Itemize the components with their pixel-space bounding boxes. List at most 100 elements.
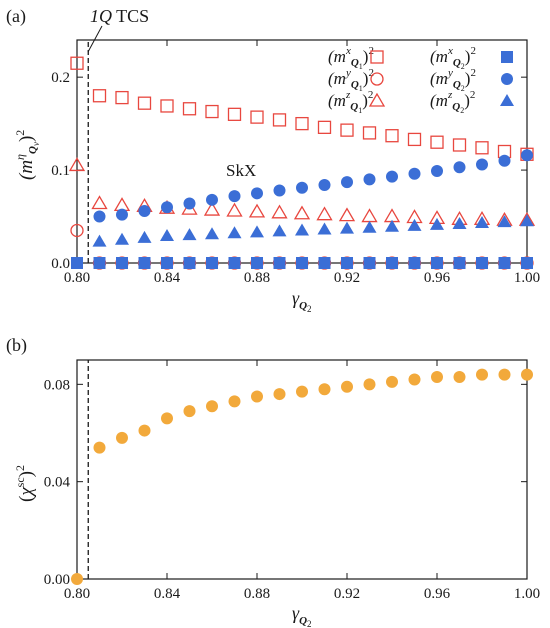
panel-b-point-s0 <box>116 431 128 444</box>
panel-a-point-s4 <box>228 190 241 203</box>
panel-a-point-s4 <box>183 197 196 210</box>
panel-b-xtick-label: 0.84 <box>154 586 181 602</box>
panel-b-ylabel: (χsc)2 <box>13 465 37 502</box>
panel-a-ytick-label: 0.2 <box>51 70 70 86</box>
panel-a: (a) 1Q TCS SkX (mηQν)2 γQ2 (mxQ1)2(myQ1)… <box>6 6 540 314</box>
panel-a-point-s5 <box>295 223 309 236</box>
panel-a-point-s0 <box>92 89 107 103</box>
panel-a-point-s0 <box>182 102 197 116</box>
panel-a-point-s2 <box>113 197 131 212</box>
panel-a-point-s5 <box>92 234 107 247</box>
legend-marker <box>500 94 514 106</box>
annotation-1q-tcs-pointer <box>87 25 103 53</box>
panel-a-point-s5 <box>430 217 444 230</box>
panel-a-point-s4 <box>116 208 128 221</box>
panel-a-point-s0 <box>137 96 152 110</box>
panel-a-point-s4 <box>363 173 376 186</box>
panel-a-point-s3 <box>341 257 353 269</box>
panel-a-point-s5 <box>497 215 512 228</box>
panel-a-point-s3 <box>273 257 286 269</box>
panel-a-ylabel: (mηQν)2 <box>13 130 41 180</box>
panel-b-ylabel-text: (χsc)2 <box>13 465 37 502</box>
panel-a-point-s4 <box>341 176 353 189</box>
panel-a-point-s2 <box>271 204 288 219</box>
panel-a-point-s2 <box>203 201 221 216</box>
panel-a-point-s5 <box>115 232 129 245</box>
panel-a-point-s2 <box>68 157 86 172</box>
panel-b: (b) (χsc)2 γQ2 0.80 0.84 0.88 0.92 0.96 1.000… <box>6 335 540 628</box>
panel-a-xlabel: γQ2 <box>292 288 312 314</box>
panel-b-point-s0 <box>453 371 466 384</box>
panel-b-point-s0 <box>273 388 286 401</box>
panel-a-point-s2 <box>383 208 401 223</box>
panel-a-point-s5 <box>407 218 422 231</box>
panel-a-point-s3 <box>318 257 331 269</box>
panel-b-point-s0 <box>341 380 353 393</box>
panel-a-marks <box>68 56 536 270</box>
panel-b-xtick-label: 0.92 <box>334 586 360 602</box>
panel-a-point-s0 <box>317 120 332 134</box>
panel-a-xtick-label: 0.96 <box>424 270 451 286</box>
panel-b-point-s0 <box>228 395 241 408</box>
legend-marker <box>368 92 386 107</box>
panel-b-point-s0 <box>183 405 196 418</box>
panel-b-marks <box>71 368 533 585</box>
panel-a-point-s0 <box>115 90 129 105</box>
panel-a-point-s5 <box>272 224 287 237</box>
panel-b-plot-frame <box>76 359 528 580</box>
legend-label: (mxQ2)2 <box>430 45 476 71</box>
panel-a-point-s4 <box>386 170 398 183</box>
panel-a-point-s4 <box>161 201 173 214</box>
panel-a-point-s0 <box>340 123 354 137</box>
panel-a-point-s0 <box>205 104 219 119</box>
panel-a-point-s3 <box>228 257 241 269</box>
panel-a-point-s2 <box>248 203 266 218</box>
panel-a-point-s0 <box>385 129 399 143</box>
panel-a-point-s4 <box>431 165 443 178</box>
panel-a-point-s5 <box>205 227 219 240</box>
panel-b-point-s0 <box>138 424 151 437</box>
panel-a-point-s3 <box>386 257 398 269</box>
panel-a-point-s5 <box>182 228 197 241</box>
panel-b-xlabel: γQ2 <box>292 603 312 628</box>
panel-a-point-s2 <box>338 207 356 222</box>
panel-b-ytick-label: 0.00 <box>44 572 70 588</box>
panel-a-point-s5 <box>340 221 354 234</box>
panel-a-xtick-label: 0.84 <box>154 270 181 286</box>
panel-a-point-s5 <box>227 226 242 239</box>
panel-b-point-s0 <box>408 373 421 386</box>
panel-b-point-s0 <box>161 412 173 425</box>
panel-a-ylabel-text: (mηQν)2 <box>13 130 41 180</box>
panel-a-point-s5 <box>385 219 399 232</box>
panel-a-point-s3 <box>453 257 466 269</box>
panel-b-ytick-label: 0.08 <box>44 377 70 393</box>
panel-a-point-s5 <box>317 222 332 235</box>
panel-a-point-s5 <box>137 230 152 243</box>
annotation-skx: SkX <box>226 161 256 180</box>
panel-a-point-s5 <box>160 229 174 242</box>
panel-a-point-s0 <box>362 126 377 140</box>
panel-a-legend: (mxQ1)2(myQ1)2(mzQ1)2(mxQ2)2(myQ2)2(mzQ2… <box>328 45 514 115</box>
panel-a-point-s5 <box>520 214 534 227</box>
panel-a-point-s3 <box>431 257 443 269</box>
panel-a-xtick-label: 1.00 <box>514 270 540 286</box>
panel-a-point-s3 <box>183 257 196 269</box>
panel-a-point-s5 <box>475 216 489 229</box>
panel-a-point-s2 <box>293 205 311 220</box>
panel-b-point-s0 <box>498 368 511 381</box>
panel-a-point-s0 <box>407 132 422 147</box>
panel-a-ticks: 0.80 0.84 0.88 0.92 0.96 1.00 0.0 0.1 0.2 <box>51 40 540 286</box>
panel-a-point-s3 <box>161 257 173 269</box>
panel-a-point-s4 <box>206 193 218 206</box>
panel-a-point-s5 <box>250 225 264 238</box>
panel-b-point-s0 <box>71 573 83 585</box>
panel-a-point-s3 <box>93 257 106 269</box>
legend-label: (mzQ2)2 <box>430 89 475 115</box>
panel-a-point-s3 <box>498 257 511 269</box>
legend-marker <box>370 72 384 86</box>
panel-a-point-s3 <box>116 257 128 269</box>
panel-a-point-s0 <box>475 141 489 155</box>
panel-a-point-s3 <box>363 257 376 269</box>
panel-a-point-s0 <box>430 135 444 149</box>
panel-a-ytick-label: 0.0 <box>51 256 70 272</box>
